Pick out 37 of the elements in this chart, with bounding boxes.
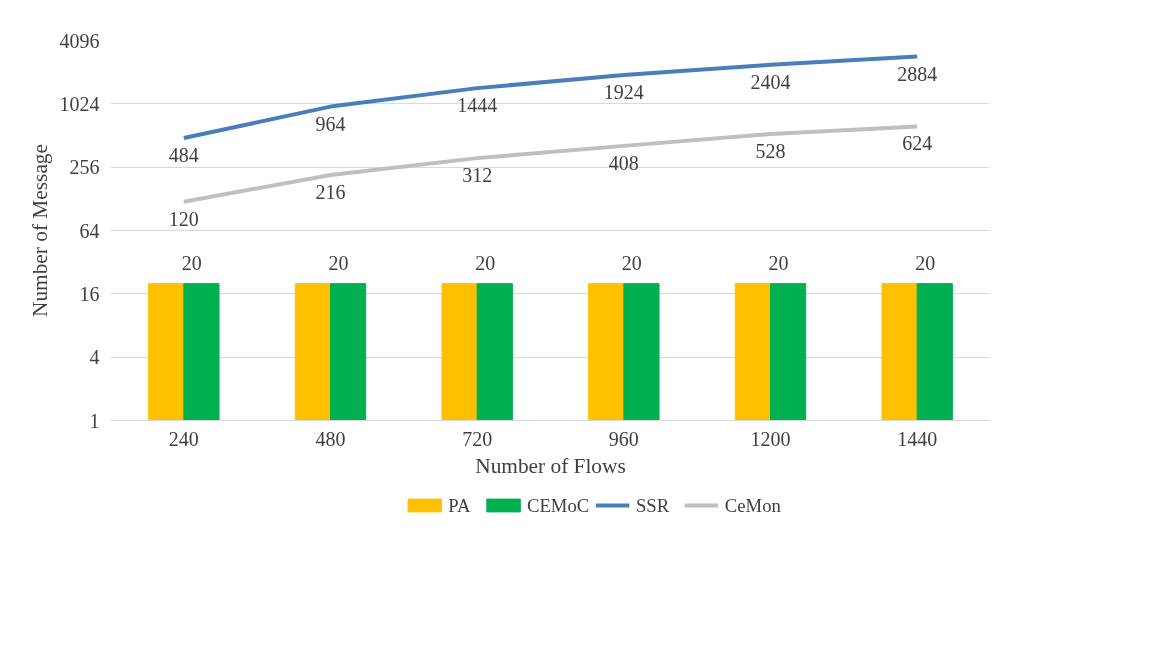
x-tick-label: 480 [315,427,346,450]
data-label: 20 [475,251,496,274]
y-tick-label: 64 [79,219,100,242]
legend-label: PA [448,495,471,516]
data-label: 20 [768,251,789,274]
x-tick-label: 960 [608,427,639,450]
x-axis-title: Number of Flows [475,453,626,478]
legend-label: CEMoC [527,495,590,516]
data-label: 484 [168,144,199,167]
data-label: 528 [755,140,786,163]
x-tick-label: 1440 [897,427,938,450]
data-label: 120 [168,207,199,230]
data-label: 20 [621,251,642,274]
y-tick-label: 4096 [59,29,100,52]
y-tick-label: 1 [89,409,100,432]
data-label: 312 [462,164,493,187]
y-tick-label: 16 [79,282,100,305]
data-label: 20 [915,251,936,274]
y-tick-label: 1024 [59,92,100,115]
y-tick-label: 4 [89,346,100,369]
data-label: 20 [181,251,202,274]
y-axis-title: Number of Message [27,144,52,317]
x-tick-label: 240 [168,427,199,450]
data-label: 1444 [457,94,498,117]
legend-label: SSR [635,495,670,516]
data-label: 2404 [750,70,791,93]
legend-label: CeMon [724,495,782,516]
data-label: 2884 [897,62,938,85]
y-tick-label: 256 [69,156,100,179]
x-tick-label: 720 [462,427,493,450]
data-label: 964 [315,112,346,135]
data-label: 408 [608,151,639,174]
data-label: 20 [328,251,349,274]
x-tick-label: 1200 [750,427,791,450]
data-label: 1924 [603,81,644,104]
data-label: 216 [315,180,346,203]
data-label: 624 [902,132,933,155]
